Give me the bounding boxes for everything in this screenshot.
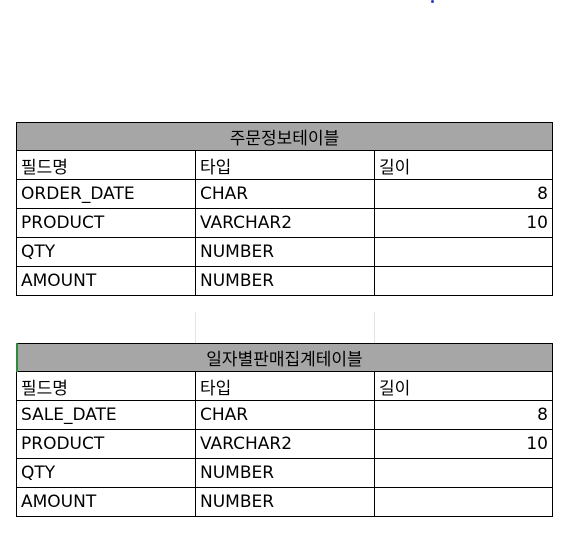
table-row: AMOUNT NUMBER <box>16 488 553 517</box>
empty-cell[interactable] <box>374 312 553 343</box>
table-row: AMOUNT NUMBER <box>16 267 553 296</box>
cell-length[interactable] <box>374 459 553 487</box>
header-cell-field[interactable]: 필드명 <box>16 372 195 400</box>
cell-type[interactable]: CHAR <box>195 180 374 208</box>
cell-length[interactable] <box>374 488 553 516</box>
cell-field[interactable]: SALE_DATE <box>16 401 195 429</box>
stray-dot <box>431 0 434 3</box>
table-row: ORDER_DATE CHAR 8 <box>16 180 553 209</box>
cell-type[interactable]: NUMBER <box>195 488 374 516</box>
empty-cell[interactable] <box>16 312 195 343</box>
cell-type[interactable]: VARCHAR2 <box>195 209 374 237</box>
table-row: QTY NUMBER <box>16 238 553 267</box>
daily-sales-summary-table: 일자별판매집계테이블 필드명 타입 길이 SALE_DATE CHAR 8 PR… <box>16 343 553 517</box>
header-cell-length[interactable]: 길이 <box>374 151 553 179</box>
table-row: PRODUCT VARCHAR2 10 <box>16 430 553 459</box>
header-row: 필드명 타입 길이 <box>16 372 553 401</box>
cell-length[interactable]: 8 <box>374 401 553 429</box>
empty-cell[interactable] <box>195 312 374 343</box>
selection-marker <box>16 343 18 372</box>
cell-field[interactable]: AMOUNT <box>16 488 195 516</box>
cell-type[interactable]: NUMBER <box>195 267 374 295</box>
cell-type[interactable]: VARCHAR2 <box>195 430 374 458</box>
cell-type[interactable]: CHAR <box>195 401 374 429</box>
cell-length[interactable]: 10 <box>374 209 553 237</box>
cell-type[interactable]: NUMBER <box>195 238 374 266</box>
table-title[interactable]: 일자별판매집계테이블 <box>16 343 553 372</box>
cell-field[interactable]: QTY <box>16 238 195 266</box>
cell-length[interactable] <box>374 238 553 266</box>
order-info-table: 주문정보테이블 필드명 타입 길이 ORDER_DATE CHAR 8 PROD… <box>16 122 553 296</box>
header-cell-length[interactable]: 길이 <box>374 372 553 400</box>
table-row: PRODUCT VARCHAR2 10 <box>16 209 553 238</box>
header-cell-type[interactable]: 타입 <box>195 372 374 400</box>
cell-field[interactable]: PRODUCT <box>16 209 195 237</box>
empty-row[interactable] <box>16 312 553 343</box>
table-title[interactable]: 주문정보테이블 <box>16 122 553 151</box>
cell-field[interactable]: AMOUNT <box>16 267 195 295</box>
cell-length[interactable]: 10 <box>374 430 553 458</box>
header-row: 필드명 타입 길이 <box>16 151 553 180</box>
cell-field[interactable]: PRODUCT <box>16 430 195 458</box>
cell-field[interactable]: ORDER_DATE <box>16 180 195 208</box>
cell-length[interactable]: 8 <box>374 180 553 208</box>
table-row: SALE_DATE CHAR 8 <box>16 401 553 430</box>
cell-length[interactable] <box>374 267 553 295</box>
cell-field[interactable]: QTY <box>16 459 195 487</box>
header-cell-field[interactable]: 필드명 <box>16 151 195 179</box>
cell-type[interactable]: NUMBER <box>195 459 374 487</box>
table-row: QTY NUMBER <box>16 459 553 488</box>
header-cell-type[interactable]: 타입 <box>195 151 374 179</box>
